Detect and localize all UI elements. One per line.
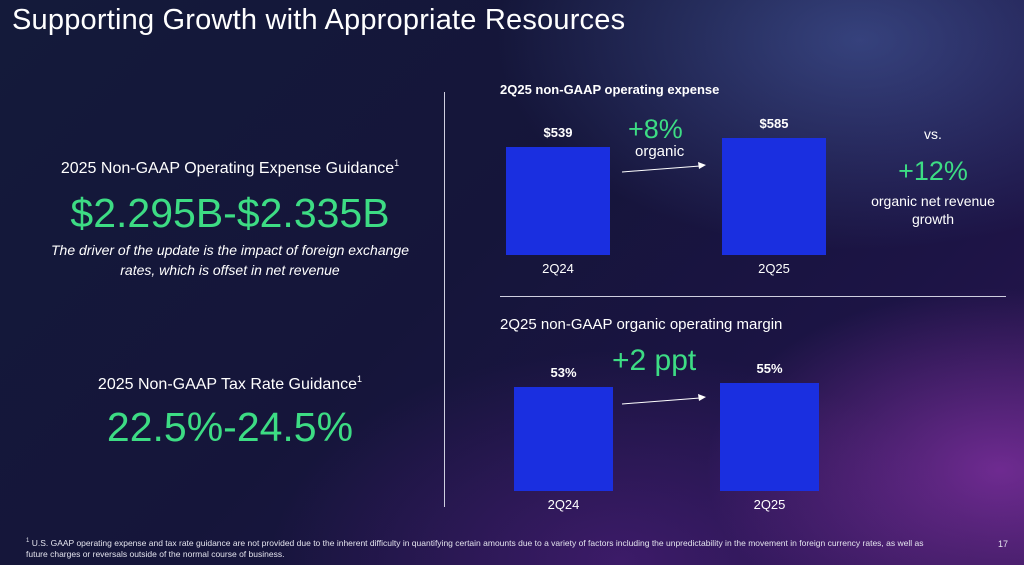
tax-heading-text: 2025 Non-GAAP Tax Rate Guidance [97, 376, 358, 393]
margin-value-label-2q24: 53% [550, 364, 577, 380]
margin-bar-2q25 [720, 382, 819, 491]
revenue-growth-value: +12% [898, 156, 968, 186]
tax-guidance-value: 22.5%-24.5% [106, 404, 354, 450]
opex-heading-text: 2025 Non-GAAP Operating Expense Guidance [60, 160, 395, 177]
opex-value-label-2q24: $539 [543, 125, 573, 141]
tax-guidance-heading: 2025 Non-GAAP Tax Rate Guidance1 [20, 374, 440, 394]
margin-chart-title: 2Q25 non-GAAP organic operating margin [500, 316, 783, 333]
opex-growth-label: organic [635, 143, 685, 160]
footnote: 1 U.S. GAAP operating expense and tax ra… [26, 536, 946, 560]
vs-label: vs. [924, 126, 942, 142]
margin-bar-2q24 [514, 386, 613, 491]
page-number: 17 [998, 539, 1009, 549]
margin-category-label-2q24: 2Q24 [547, 497, 580, 512]
opex-category-label-2q24: 2Q24 [542, 261, 574, 276]
opex-chart-title: 2Q25 non-GAAP operating expense [500, 82, 720, 97]
margin-growth-value: +2 ppt [612, 344, 697, 377]
opex-bar-2q24 [506, 147, 610, 255]
horizontal-divider [500, 296, 1006, 297]
footnote-marker: 1 [394, 158, 400, 168]
footnote-marker: 1 [357, 374, 363, 384]
opex-guidance-value: $2.295B-$2.335B [70, 190, 390, 236]
margin-growth-arrow [621, 394, 706, 405]
margin-category-label-2q25: 2Q25 [753, 497, 786, 512]
opex-growth-arrow [621, 162, 706, 173]
opex-category-label-2q25: 2Q25 [758, 261, 790, 276]
opex-bar-2q25 [722, 138, 826, 255]
opex-growth-value: +8% [628, 114, 683, 144]
opex-value-label-2q25: $585 [759, 116, 789, 131]
margin-value-label-2q25: 55% [756, 360, 783, 376]
vertical-divider [444, 92, 445, 507]
footnote-text: U.S. GAAP operating expense and tax rate… [26, 538, 924, 559]
revenue-growth-label: organic net revenue growth [871, 193, 995, 227]
opex-guidance-heading: 2025 Non-GAAP Operating Expense Guidance… [20, 158, 440, 178]
slide-title: Supporting Growth with Appropriate Resou… [12, 4, 626, 36]
footnote-marker: 1 [26, 538, 30, 544]
opex-guidance-note: The driver of the update is the impact o… [51, 242, 409, 278]
